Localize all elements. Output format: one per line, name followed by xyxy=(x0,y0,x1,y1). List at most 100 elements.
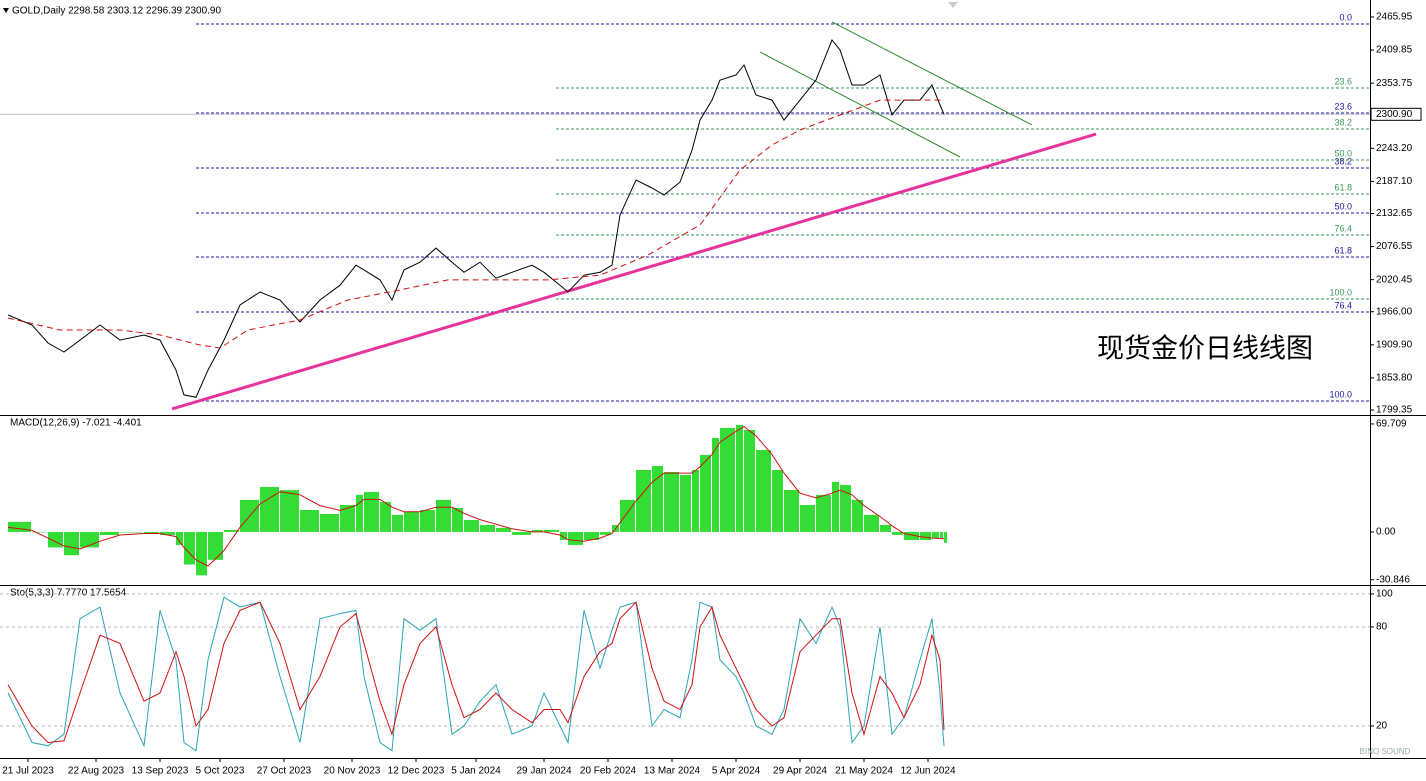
histogram-bar xyxy=(544,529,559,532)
shift-marker xyxy=(948,2,958,8)
histogram-bar xyxy=(8,521,31,532)
histogram-bar xyxy=(452,507,463,532)
histogram-bar xyxy=(692,469,699,532)
x-tick-label: 5 Apr 2024 xyxy=(712,766,761,777)
watermark: BINO SOUND xyxy=(1360,747,1411,756)
x-tick-label: 13 Sep 2023 xyxy=(132,766,189,777)
y-tick-label: 2020.45 xyxy=(1376,274,1413,285)
histogram-bar xyxy=(756,449,771,532)
histogram-bar xyxy=(144,531,159,534)
fib-label: 23.6 xyxy=(1334,101,1352,111)
x-tick-label: 22 Aug 2023 xyxy=(68,766,125,777)
histogram-bar xyxy=(340,504,355,532)
x-tick-label: 27 Oct 2023 xyxy=(257,766,312,777)
trend-line xyxy=(759,51,961,158)
histogram-bar xyxy=(480,524,495,532)
y-tick-label: 2132.65 xyxy=(1376,208,1413,219)
histogram-bar xyxy=(280,490,299,532)
histogram-bar xyxy=(64,531,79,556)
trend-line xyxy=(171,132,1097,411)
panel-title: GOLD,Daily 2298.58 2303.12 2296.39 2300.… xyxy=(12,6,221,17)
histogram-bar xyxy=(932,531,939,538)
histogram-bar xyxy=(560,531,567,541)
fib-label: 38.2 xyxy=(1334,156,1352,166)
histogram-bar xyxy=(904,531,919,541)
menu-triangle xyxy=(3,8,9,13)
series-line xyxy=(7,425,945,567)
x-tick-label: 5 Oct 2023 xyxy=(196,766,245,777)
trend-line xyxy=(831,21,1033,126)
histogram-bar xyxy=(420,509,435,532)
histogram-bar xyxy=(224,529,239,532)
x-tick-label: 13 Mar 2024 xyxy=(644,766,701,777)
histogram-bar xyxy=(320,513,339,532)
y-tick-label: 1909.90 xyxy=(1376,339,1413,350)
y-tick-label: -30.846 xyxy=(1376,574,1410,585)
y-tick-label: 2465.95 xyxy=(1376,12,1413,23)
fib-label: 100.0 xyxy=(1329,389,1352,399)
fib-label: 23.6 xyxy=(1334,76,1352,86)
histogram-bar xyxy=(736,424,743,532)
histogram-bar xyxy=(436,499,451,532)
histogram-bar xyxy=(364,491,379,532)
histogram-bar xyxy=(176,531,183,545)
current-price-box xyxy=(1370,107,1422,121)
histogram-bar xyxy=(184,531,195,565)
y-tick-label: 0.00 xyxy=(1376,527,1396,538)
y-tick-label: 2243.20 xyxy=(1376,143,1413,154)
y-tick-label: 80 xyxy=(1376,622,1388,633)
histogram-bar xyxy=(700,454,711,532)
histogram-bar xyxy=(832,481,839,532)
histogram-bar xyxy=(600,531,611,535)
series-line xyxy=(7,99,944,349)
histogram-bar xyxy=(464,520,479,532)
histogram-bar xyxy=(880,524,891,532)
y-tick-label: 1853.80 xyxy=(1376,373,1413,384)
y-tick-label: 20 xyxy=(1376,721,1388,732)
x-tick-label: 20 Nov 2023 xyxy=(324,766,381,777)
y-tick-label: 2076.55 xyxy=(1376,241,1413,252)
series-line xyxy=(7,596,945,752)
histogram-bar xyxy=(652,465,663,532)
fib-label: 100.0 xyxy=(1329,287,1352,297)
histogram-bar xyxy=(100,531,119,536)
histogram-bar xyxy=(800,504,815,532)
histogram-bar xyxy=(208,531,223,560)
y-tick-label: 2353.75 xyxy=(1376,78,1413,89)
histogram-bar xyxy=(300,509,319,532)
current-price-label: 2300.90 xyxy=(1376,109,1413,120)
x-tick-label: 12 Jun 2024 xyxy=(900,766,955,777)
histogram-bar xyxy=(940,531,943,538)
histogram-bar xyxy=(32,531,47,533)
x-tick-label: 29 Jan 2024 xyxy=(516,766,571,777)
y-tick-label: 1799.35 xyxy=(1376,405,1413,416)
histogram-bar xyxy=(356,494,363,532)
x-tick-label: 20 Feb 2024 xyxy=(580,766,637,777)
panel-title: Sto(5,3,3) 7.7770 17.5654 xyxy=(10,588,127,599)
fib-label: 0.0 xyxy=(1339,12,1352,22)
histogram-bar xyxy=(712,437,719,532)
histogram-bar xyxy=(892,531,903,535)
y-tick-label: 69.709 xyxy=(1376,419,1407,430)
fib-label: 50.0 xyxy=(1334,148,1352,158)
y-tick-label: 2187.10 xyxy=(1376,176,1413,187)
histogram-bar xyxy=(680,474,691,532)
histogram-bar xyxy=(496,527,511,532)
y-tick-label: 1966.00 xyxy=(1376,306,1413,317)
histogram-bar xyxy=(772,469,783,532)
panel-title: MACD(12,26,9) -7.021 -4.401 xyxy=(10,418,142,429)
histogram-bar xyxy=(920,531,931,541)
histogram-bar xyxy=(944,531,947,543)
fib-label: 76.4 xyxy=(1334,223,1352,233)
histogram-bar xyxy=(568,531,583,545)
fib-label: 50.0 xyxy=(1334,201,1352,211)
fib-label: 76.4 xyxy=(1334,300,1352,310)
x-tick-label: 21 Jul 2023 xyxy=(2,766,54,777)
x-tick-label: 12 Dec 2023 xyxy=(388,766,445,777)
histogram-bar xyxy=(864,514,879,532)
histogram-bar xyxy=(664,471,679,532)
x-tick-label: 29 Apr 2024 xyxy=(773,766,827,777)
